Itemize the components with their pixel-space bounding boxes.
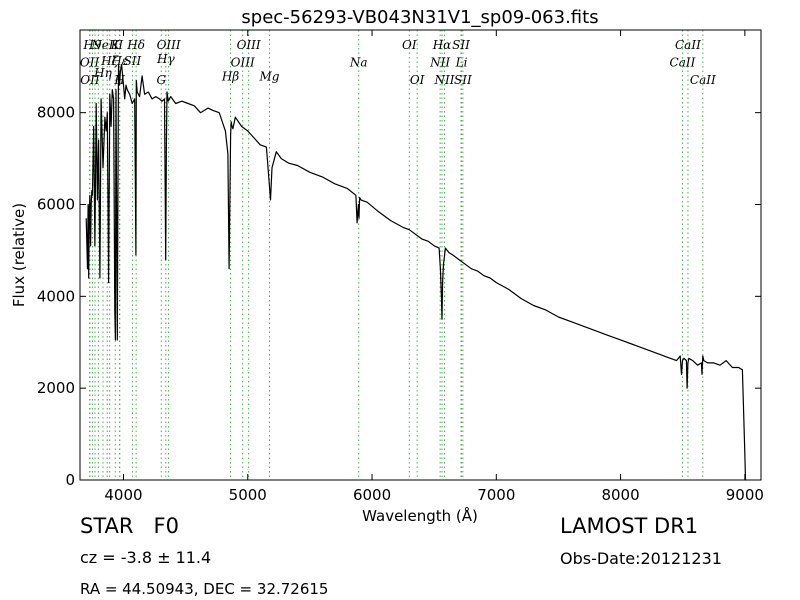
line-marker-label: NII — [429, 56, 450, 70]
x-tick-label: 6000 — [353, 486, 391, 504]
line-marker-label: Hγ — [156, 52, 175, 66]
coordinates: RA = 44.50943, DEC = 32.72615 — [80, 580, 329, 598]
line-marker-label: CaII — [675, 38, 701, 52]
line-marker-label: OII — [80, 73, 100, 87]
line-marker-label: NII — [433, 73, 454, 87]
object-type: STAR F0 — [80, 514, 179, 538]
spectral-line-labels: OIIOIIH9HηNeIIIHζKHHεSIIHδGHγOIIIHβOIIIO… — [80, 38, 716, 87]
line-marker-label: OI — [402, 38, 417, 52]
line-marker-label: SII — [452, 38, 470, 52]
x-tick-label: 5000 — [229, 486, 267, 504]
y-axis-label: Flux (relative) — [10, 203, 28, 307]
line-marker-label: K — [110, 38, 121, 52]
line-marker-label: Hβ — [221, 70, 239, 84]
line-marker-label: SII — [124, 54, 142, 68]
y-tick-label: 2000 — [37, 379, 75, 397]
observation-date: Obs-Date:20121231 — [560, 549, 722, 568]
line-marker-label: NeIII — [90, 38, 123, 52]
plot-area-frame — [79, 29, 762, 481]
line-marker-label: OIII — [237, 38, 261, 52]
x-tick-label: 9000 — [726, 486, 764, 504]
chart-title: spec-56293-VB043N31V1_sp09-063.fits — [241, 7, 598, 28]
y-tick-label: 0 — [65, 471, 75, 489]
line-marker-label: OII — [80, 56, 100, 70]
y-tick-label: 8000 — [37, 104, 75, 122]
line-marker-label: H9 — [82, 38, 101, 52]
line-marker-label: CaII — [690, 73, 716, 87]
line-marker-label: OI — [410, 73, 425, 87]
spectral-line-markers — [89, 30, 704, 480]
line-marker-label: Hζ — [100, 54, 119, 68]
x-axis-label: Wavelength (Å) — [362, 506, 478, 525]
x-tick-label: 4000 — [104, 486, 142, 504]
line-marker-label: Mg — [259, 70, 280, 84]
line-marker-label: Li — [455, 56, 468, 70]
line-marker-label: OIII — [231, 56, 255, 70]
line-marker-label: CaII — [670, 56, 696, 70]
y-tick-label: 6000 — [37, 195, 75, 213]
line-marker-label: Na — [349, 56, 368, 70]
x-tick-label: 7000 — [477, 486, 515, 504]
line-marker-label: G — [156, 73, 166, 87]
line-marker-label: SII — [454, 73, 472, 87]
line-marker-label: OIII — [157, 38, 181, 52]
spectrum-line — [85, 63, 747, 481]
y-axis-ticks: 0 2000 4000 6000 8000 — [37, 104, 761, 489]
line-marker-label: Hε — [110, 54, 128, 68]
line-marker-label: Hα — [432, 38, 452, 52]
line-marker-label: Hη — [93, 66, 112, 80]
redshift-cz: cz = -3.8 ± 11.4 — [80, 548, 212, 567]
line-marker-label: Hδ — [126, 38, 145, 52]
x-tick-label: 8000 — [601, 486, 639, 504]
y-tick-label: 4000 — [37, 287, 75, 305]
x-axis-ticks: 4000 5000 6000 7000 8000 9000 — [104, 30, 764, 504]
survey-name: LAMOST DR1 — [560, 514, 699, 538]
